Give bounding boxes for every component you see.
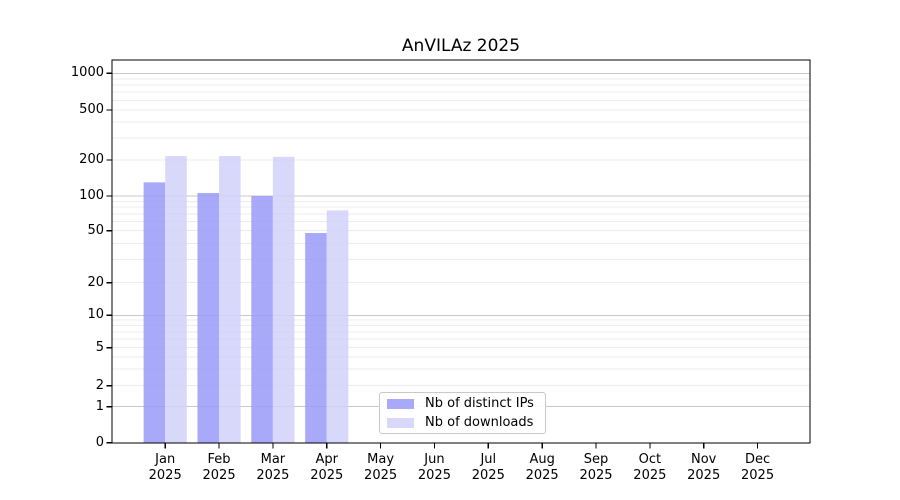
legend-swatch-downloads: [387, 417, 414, 428]
x-tick-label: Sep 2025: [579, 452, 613, 483]
y-tick-label: 50: [87, 222, 104, 238]
x-tick-label: Dec 2025: [741, 452, 775, 483]
y-tick-label: 100: [79, 188, 104, 203]
bar-distinct-ips-mar: [251, 196, 273, 443]
y-tick-label: 200: [79, 152, 104, 167]
chart-title: AnVILAz 2025: [401, 36, 521, 56]
y-tick-label: 1000: [70, 65, 104, 81]
legend-swatch-distinct-ips: [387, 398, 414, 409]
legend-label-distinct-ips: Nb of distinct IPs: [425, 396, 534, 411]
bar-distinct-ips-feb: [197, 192, 220, 443]
y-tick-label: 5: [95, 339, 104, 355]
x-tick-label: Apr 2025: [310, 452, 344, 483]
bar-downloads-apr: [326, 210, 349, 443]
x-tick-label: May 2025: [364, 452, 398, 483]
legend: Nb of distinct IPs Nb of downloads: [379, 392, 546, 434]
x-tick-label: Nov 2025: [687, 452, 721, 483]
x-tick-label: Jun 2025: [417, 452, 451, 483]
legend-item-distinct-ips: Nb of distinct IPs: [387, 395, 545, 412]
y-tick-label: 1: [95, 398, 104, 414]
axes-spines: [111, 59, 811, 444]
x-tick-label: Jul 2025: [471, 452, 505, 483]
bar-downloads-jan: [165, 156, 187, 443]
y-tick-label: 500: [79, 102, 104, 117]
y-tick-label: 20: [87, 274, 104, 290]
x-tick-label: Oct 2025: [633, 452, 667, 483]
y-tick-label: 0: [95, 434, 104, 450]
legend-item-downloads: Nb of downloads: [387, 414, 545, 431]
bar-distinct-ips-jan: [143, 182, 166, 443]
legend-label-downloads: Nb of downloads: [425, 415, 534, 430]
x-tick-label: Feb 2025: [202, 452, 236, 483]
y-tick-label: 2: [95, 377, 104, 393]
bar-downloads-mar: [272, 156, 295, 444]
y-tick-label: 10: [87, 307, 104, 323]
bar-downloads-feb: [219, 156, 241, 443]
x-tick-label: Mar 2025: [256, 452, 290, 483]
x-tick-label: Jan 2025: [148, 452, 182, 483]
bar-distinct-ips-apr: [305, 233, 327, 443]
x-tick-label: Aug 2025: [525, 452, 559, 483]
